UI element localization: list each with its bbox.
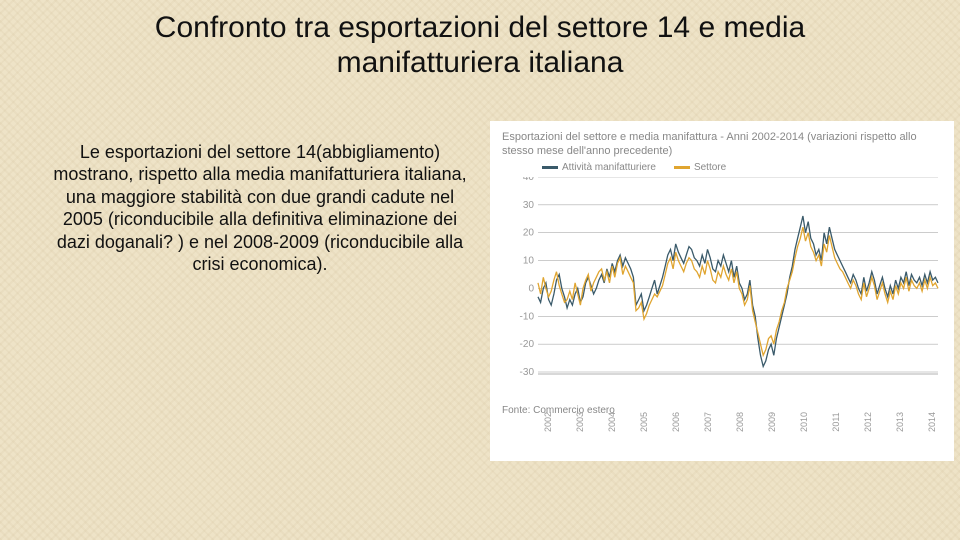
x-tick-label: 2002 [543, 412, 553, 432]
svg-text:20: 20 [523, 228, 535, 239]
description-paragraph: Le esportazioni del settore 14(abbigliam… [50, 141, 470, 276]
x-tick-label: 2006 [671, 412, 681, 432]
legend-item-manifattura: Attività manifatturiere [542, 162, 656, 173]
svg-text:-30: -30 [520, 367, 535, 378]
x-tick-label: 2010 [799, 412, 809, 432]
left-column: Le esportazioni del settore 14(abbigliam… [20, 121, 480, 461]
svg-text:40: 40 [523, 177, 535, 183]
svg-text:0: 0 [528, 284, 534, 295]
x-tick-label: 2003 [575, 412, 585, 432]
x-tick-label: 2014 [927, 412, 937, 432]
page-title: Confronto tra esportazioni del settore 1… [0, 0, 960, 81]
chart-x-labels: 2002200320042005200620072008200920102011… [538, 417, 942, 427]
x-tick-label: 2009 [767, 412, 777, 432]
content-row: Le esportazioni del settore 14(abbigliam… [0, 81, 960, 461]
legend-label-manifattura: Attività manifatturiere [562, 162, 656, 173]
chart-svg: -30 -20 -10 0 10 20 30 40 [502, 177, 942, 387]
chart-footer: Fonte: Commercio estero [502, 405, 942, 416]
x-tick-label: 2012 [863, 412, 873, 432]
x-tick-label: 2005 [639, 412, 649, 432]
x-tick-label: 2008 [735, 412, 745, 432]
x-tick-label: 2007 [703, 412, 713, 432]
legend-swatch-settore [674, 166, 690, 169]
svg-text:-10: -10 [520, 312, 535, 323]
svg-text:30: 30 [523, 200, 535, 211]
chart-legend: Attività manifatturiere Settore [542, 162, 942, 173]
series-manifattura [538, 216, 938, 366]
chart-title: Esportazioni del settore e media manifat… [502, 131, 942, 159]
chart-y-labels: -30 -20 -10 0 10 20 30 40 [520, 177, 535, 378]
svg-text:-20: -20 [520, 339, 535, 350]
x-tick-label: 2013 [895, 412, 905, 432]
legend-item-settore: Settore [674, 162, 726, 173]
x-tick-label: 2011 [831, 412, 841, 432]
legend-swatch-manifattura [542, 166, 558, 169]
svg-text:10: 10 [523, 256, 535, 267]
legend-label-settore: Settore [694, 162, 726, 173]
title-line-2: manifatturiera italiana [337, 46, 624, 79]
title-line-1: Confronto tra esportazioni del settore 1… [155, 11, 805, 44]
chart-panel: Esportazioni del settore e media manifat… [490, 121, 954, 461]
x-tick-label: 2004 [607, 412, 617, 432]
